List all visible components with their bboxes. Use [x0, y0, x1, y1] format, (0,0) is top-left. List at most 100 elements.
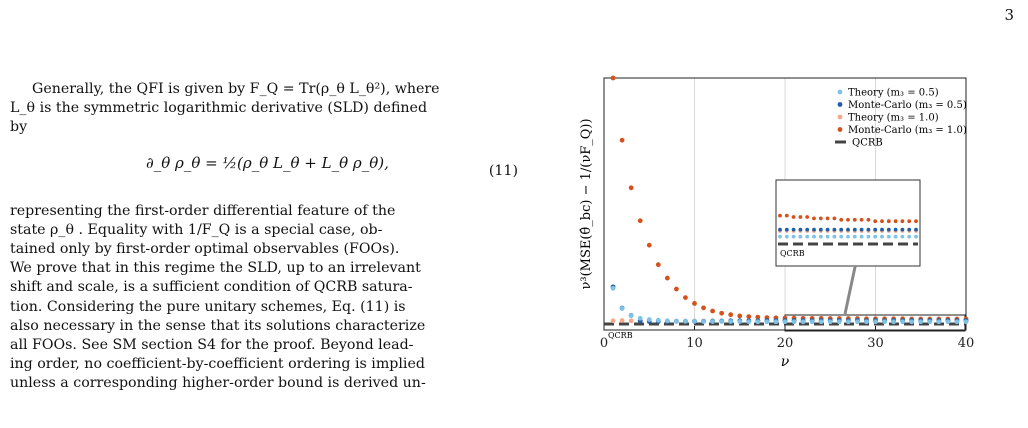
inset-data-point	[778, 234, 782, 239]
data-point	[755, 319, 761, 325]
inset-data-point	[798, 234, 803, 239]
figure-chart: 0 10 20 30 40 ν ν³(MSE(θ̂_bc) − 1/(νF_Q)) QCRB Q…	[579, 75, 974, 370]
paragraph-line: tained only by first-order optimal obser…	[10, 241, 400, 258]
inset-data-point	[852, 217, 857, 222]
data-point	[963, 319, 969, 325]
data-point	[701, 305, 706, 311]
paragraph-line: tion. Considering the pure unitary schem…	[10, 298, 406, 315]
paragraph-line: all FOOs. See SM section S4 for the proo…	[10, 337, 414, 354]
data-point	[701, 319, 706, 324]
inset-data-point	[818, 216, 823, 221]
data-point	[710, 308, 715, 314]
data-point	[628, 185, 634, 191]
data-point	[737, 319, 743, 324]
data-point	[936, 319, 942, 325]
inset-data-point	[812, 216, 816, 221]
equation-body: ∂_θ ρ_θ = ½(ρ_θ L_θ + L_θ ρ_θ),	[146, 153, 389, 172]
inset-data-point	[914, 227, 918, 232]
data-point	[900, 319, 906, 325]
data-point	[628, 318, 634, 324]
data-point	[637, 218, 643, 224]
data-point	[818, 319, 824, 325]
inset-data-point	[825, 216, 830, 221]
data-point	[882, 319, 887, 325]
left-column-text: Generally, the QFI is given by F_Q = Tr(…	[10, 80, 518, 394]
data-point	[855, 319, 860, 325]
inset-data-point	[893, 219, 898, 224]
data-point	[619, 318, 625, 323]
data-point	[628, 313, 634, 319]
inset-data-point	[900, 227, 905, 232]
data-point	[674, 286, 679, 292]
inset-data-point	[907, 234, 912, 239]
data-point	[755, 314, 761, 320]
data-point	[782, 319, 788, 325]
page-number: 3	[1004, 6, 1014, 24]
inset-qcrb-label: QCRB	[780, 249, 805, 258]
inset-data-point	[805, 227, 810, 232]
paragraph-line: state ρ_θ . Equality with 1/F_Q is a spe…	[10, 221, 383, 238]
paragraph-line: shift and scale, is a sufficient conditi…	[10, 279, 413, 296]
inset-data-point	[784, 234, 789, 239]
paragraph-line: unless a corresponding higher-order boun…	[10, 375, 426, 392]
inset-data-point	[873, 227, 878, 232]
data-point	[764, 319, 770, 325]
data-point	[692, 318, 697, 324]
inset-data-point	[859, 227, 864, 232]
inset-data-point	[818, 227, 823, 232]
data-point	[610, 318, 616, 324]
data-point	[954, 319, 960, 325]
data-point	[664, 318, 670, 324]
data-point	[655, 317, 661, 323]
inset-data-point	[907, 227, 912, 232]
inset-connector	[843, 265, 857, 315]
data-point	[873, 319, 878, 325]
inset-data-point	[886, 227, 891, 232]
inset-data-point	[784, 227, 789, 232]
inset-data-point	[866, 234, 871, 239]
legend-label: Monte-Carlo (m₃ = 1.0)	[848, 125, 967, 136]
data-point	[746, 314, 752, 320]
legend-marker	[837, 114, 843, 120]
data-point	[891, 319, 896, 325]
legend-marker	[837, 89, 843, 95]
x-tick-label: 0	[600, 336, 608, 351]
data-point	[719, 319, 725, 324]
inset-data-point	[832, 234, 837, 239]
inset-data-point	[798, 227, 803, 232]
data-point	[619, 306, 625, 311]
inset-data-point	[880, 227, 884, 232]
paragraph-2: representing the first-order differentia…	[10, 202, 518, 394]
data-point	[945, 319, 951, 325]
inset-data-point	[880, 219, 884, 224]
data-point	[646, 317, 652, 322]
data-point	[692, 301, 697, 306]
data-point	[719, 310, 725, 316]
inset-data-point	[839, 217, 844, 222]
equation-11: ∂_θ ρ_θ = ½(ρ_θ L_θ + L_θ ρ_θ), (11)	[10, 144, 518, 196]
legend-marker	[837, 127, 843, 132]
inset-data-point	[852, 234, 857, 239]
data-point	[728, 312, 734, 318]
x-tick-label: 30	[867, 336, 884, 351]
paragraph-line: Generally, the QFI is given by F_Q = Tr(…	[32, 81, 440, 97]
data-point	[646, 242, 652, 248]
inset-data-point	[812, 227, 816, 232]
data-point	[619, 137, 625, 143]
data-point	[683, 318, 688, 324]
legend-label: Theory (m₃ = 1.0)	[848, 113, 939, 124]
data-point	[746, 319, 752, 325]
inset-data-point	[825, 234, 830, 239]
inset-data-point	[886, 234, 891, 239]
legend-label: Monte-Carlo (m₃ = 0.5)	[848, 100, 967, 111]
inset-data-point	[893, 227, 898, 232]
inset-data-point	[846, 227, 850, 232]
data-point	[827, 319, 833, 325]
inset-data-point	[914, 219, 918, 224]
data-point	[683, 295, 688, 300]
inset-data-point	[873, 234, 878, 239]
inset-data-point	[784, 213, 789, 218]
inset-data-point	[798, 215, 803, 219]
inset-data-point	[852, 227, 857, 232]
inset-data-point	[791, 215, 796, 219]
